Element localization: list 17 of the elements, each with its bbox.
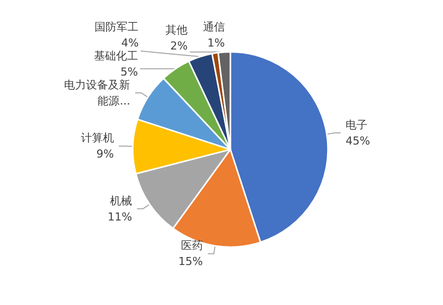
slice-label: 电力设备及新能源...	[64, 78, 130, 108]
data-label: 1%	[207, 36, 225, 50]
slice-label: 国防军工	[94, 20, 139, 34]
data-label: 15%	[178, 255, 203, 268]
slice-label: 通信	[202, 20, 225, 34]
slice-label: 机械	[110, 194, 132, 208]
data-label: 2%	[170, 40, 188, 53]
data-label: 45%	[346, 134, 370, 148]
slice-label: 其他	[166, 24, 188, 37]
slice-label: 医药	[180, 239, 203, 252]
data-label: 9%	[96, 148, 114, 161]
data-label: 4%	[121, 36, 139, 50]
slice-label: 计算机	[80, 132, 114, 145]
slice-label: 电子	[346, 118, 368, 132]
data-label: 11%	[108, 210, 132, 224]
data-label: 5%	[120, 66, 138, 79]
slice-label: 基础化工	[94, 50, 138, 63]
